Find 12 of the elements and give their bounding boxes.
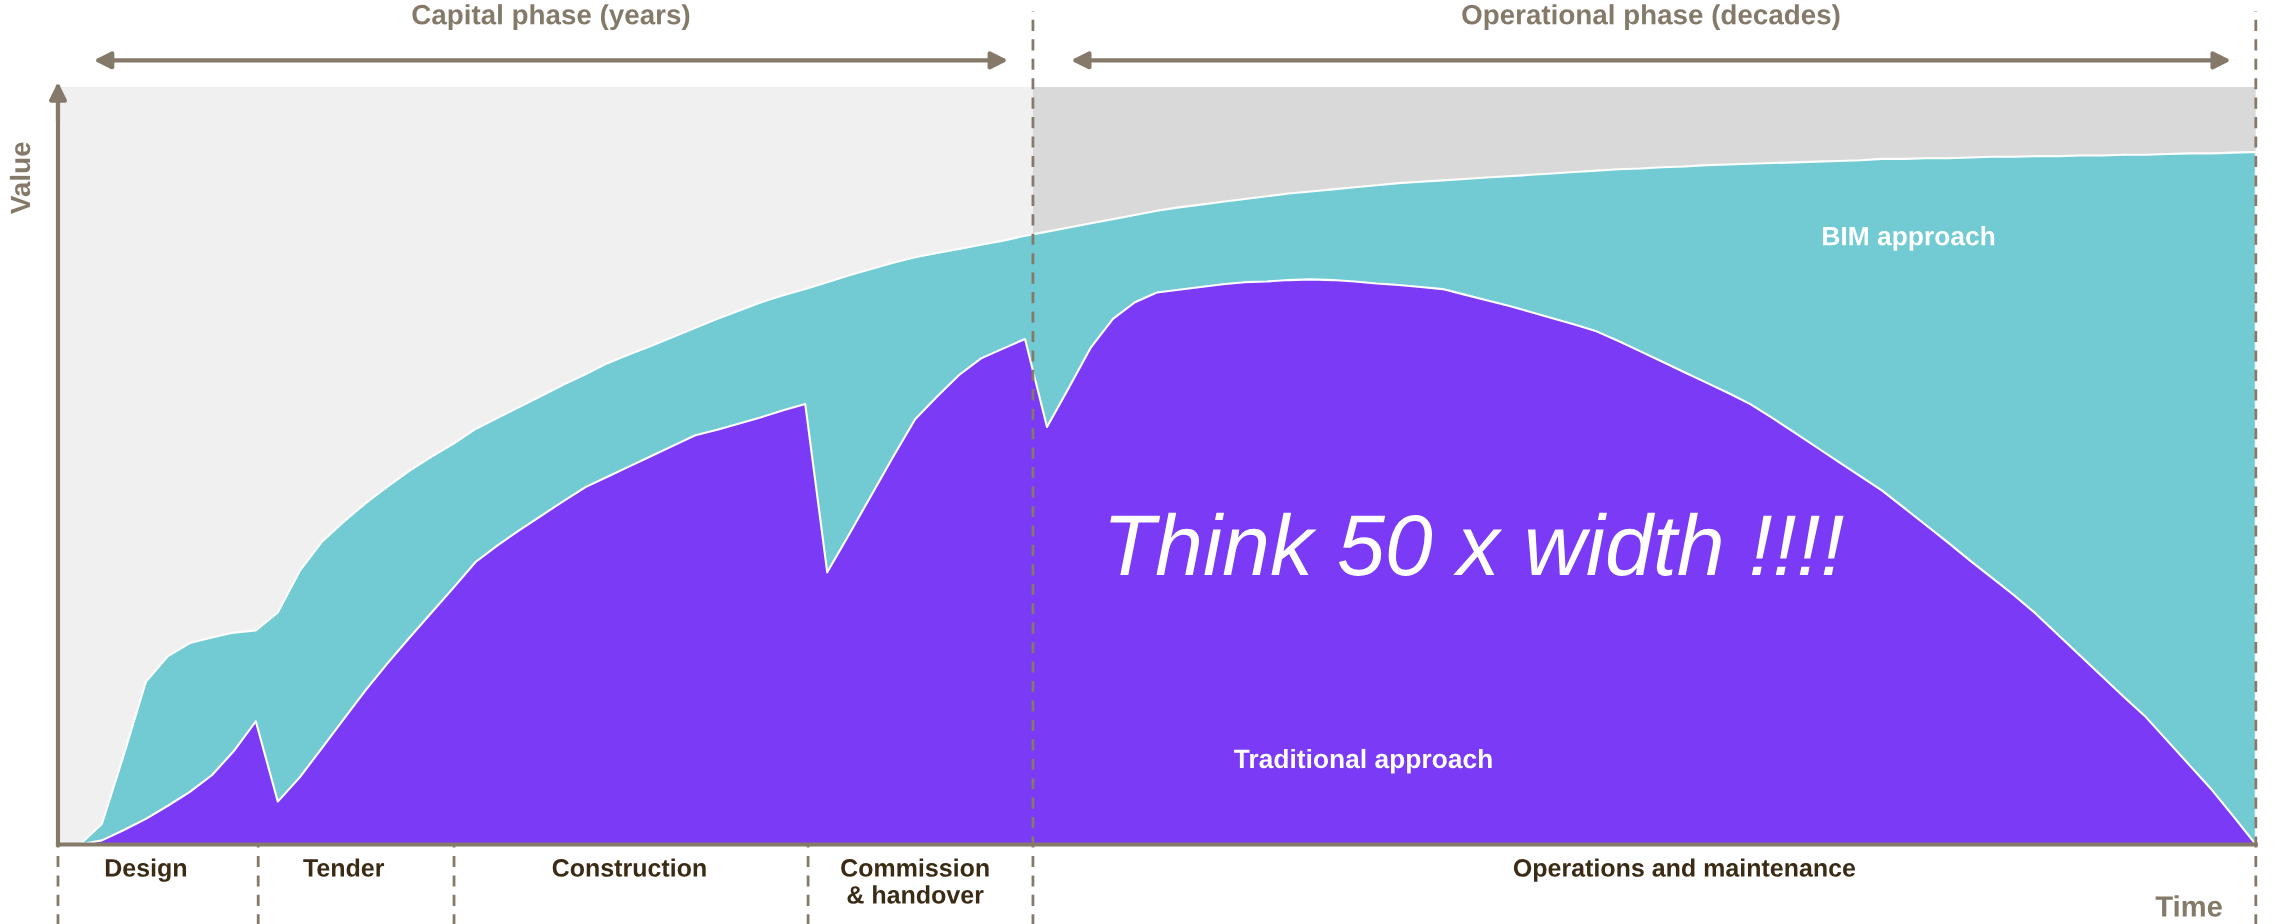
annotation: Think 50 x width !!!!	[1110, 512, 1844, 576]
x-tick-label: Tender	[303, 858, 385, 877]
x-axis-title: Time	[2155, 895, 2222, 917]
y-axis-title: Value	[9, 142, 31, 214]
text: Capital phase (years)	[412, 4, 690, 31]
text: Operational phase (decades)	[1462, 4, 1840, 31]
x-tick-label: Commission & handover	[841, 858, 989, 904]
x-tick-label: Design	[105, 858, 187, 882]
x-tick-label: Operations and maintenance	[1513, 858, 1856, 882]
x-tick-label: Construction	[552, 858, 706, 877]
series-label: Traditional approach	[1234, 748, 1492, 774]
series-label: BIM approach	[1823, 226, 1995, 251]
